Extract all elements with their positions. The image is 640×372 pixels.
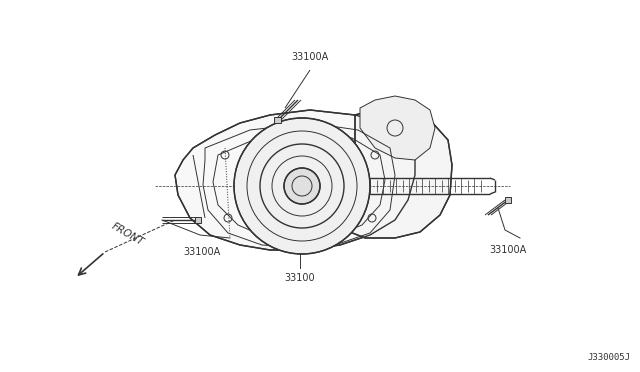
Polygon shape <box>340 108 452 238</box>
Text: 33100: 33100 <box>285 273 316 283</box>
Text: 33100A: 33100A <box>184 247 221 257</box>
Polygon shape <box>195 217 201 223</box>
Polygon shape <box>274 117 281 123</box>
Text: FRONT: FRONT <box>110 221 146 247</box>
Polygon shape <box>360 96 435 160</box>
Polygon shape <box>175 110 415 250</box>
Circle shape <box>284 168 320 204</box>
Circle shape <box>234 118 370 254</box>
Text: 33100A: 33100A <box>490 245 527 255</box>
Text: J330005J: J330005J <box>587 353 630 362</box>
Text: 33100A: 33100A <box>291 52 328 62</box>
Polygon shape <box>505 197 511 203</box>
